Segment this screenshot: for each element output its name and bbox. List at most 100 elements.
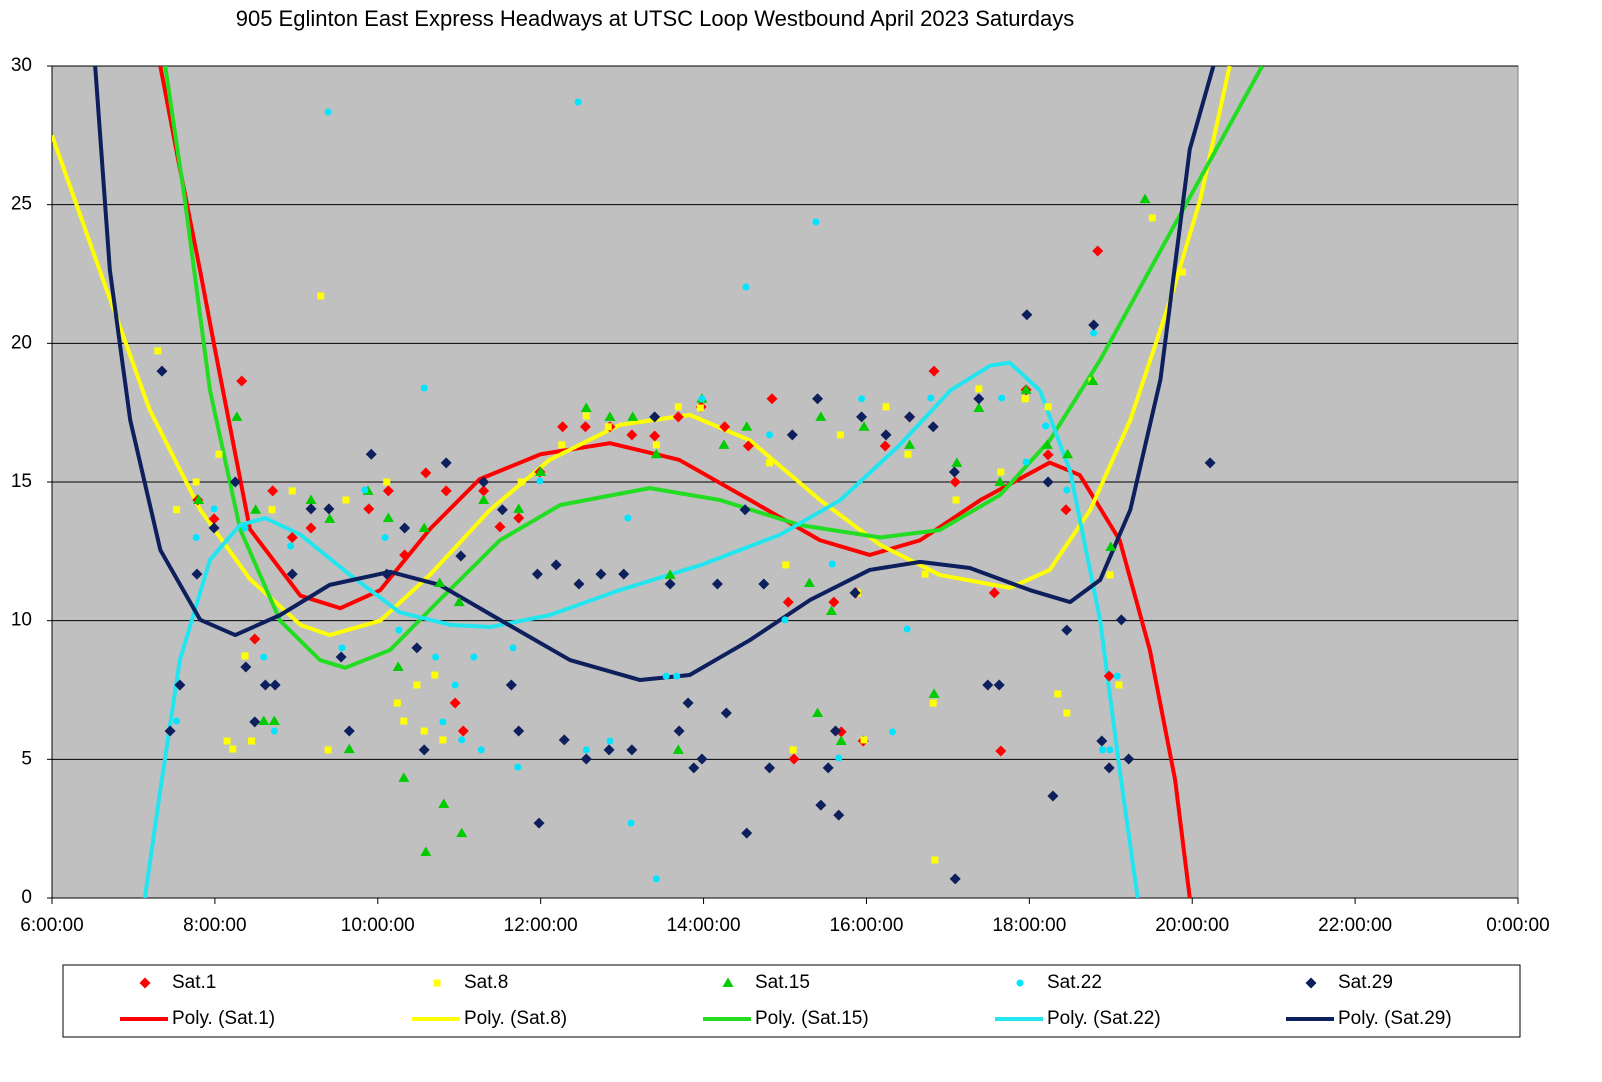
x-tick-label: 10:00:00 bbox=[341, 915, 415, 936]
point bbox=[420, 384, 428, 392]
point bbox=[420, 846, 432, 856]
point bbox=[192, 533, 200, 541]
point bbox=[688, 762, 700, 774]
point bbox=[1062, 448, 1074, 459]
point bbox=[882, 403, 890, 411]
point bbox=[672, 744, 684, 754]
point bbox=[825, 605, 837, 615]
point bbox=[420, 467, 432, 479]
y-tick-label: 10 bbox=[11, 610, 32, 631]
point bbox=[1060, 504, 1072, 516]
point bbox=[1088, 319, 1100, 331]
point bbox=[413, 681, 421, 689]
point bbox=[192, 478, 200, 486]
legend-label: Sat.29 bbox=[1338, 972, 1393, 993]
legend-label: Poly. (Sat.29) bbox=[1338, 1008, 1452, 1029]
legend-label: Poly. (Sat.8) bbox=[464, 1008, 567, 1029]
point bbox=[579, 421, 591, 433]
point bbox=[260, 653, 268, 661]
point bbox=[904, 439, 916, 449]
point bbox=[822, 762, 834, 774]
point bbox=[741, 827, 753, 839]
point bbox=[399, 549, 411, 561]
point bbox=[514, 763, 522, 771]
point bbox=[236, 375, 248, 387]
point bbox=[741, 421, 753, 431]
point bbox=[458, 736, 466, 744]
point bbox=[1115, 681, 1123, 689]
point bbox=[418, 522, 430, 533]
point bbox=[270, 727, 278, 735]
point bbox=[652, 441, 660, 449]
point bbox=[829, 725, 841, 737]
point bbox=[766, 393, 778, 405]
point bbox=[241, 652, 249, 660]
point bbox=[904, 450, 912, 458]
point bbox=[395, 626, 403, 634]
point bbox=[557, 421, 569, 433]
point bbox=[208, 513, 220, 525]
point bbox=[674, 403, 682, 411]
point bbox=[305, 494, 317, 505]
point bbox=[927, 421, 939, 433]
x-tick-label: 22:00:00 bbox=[1318, 915, 1392, 936]
point bbox=[1063, 486, 1071, 494]
point bbox=[742, 283, 750, 291]
point bbox=[766, 459, 774, 467]
point bbox=[440, 485, 452, 497]
y-tick-label: 0 bbox=[21, 887, 32, 908]
legend-label: Sat.1 bbox=[172, 972, 216, 993]
point bbox=[604, 423, 612, 431]
point bbox=[1063, 709, 1071, 717]
point bbox=[535, 466, 547, 477]
point bbox=[928, 365, 940, 377]
point bbox=[383, 478, 391, 486]
point bbox=[860, 736, 868, 744]
point bbox=[698, 395, 706, 403]
point bbox=[267, 485, 279, 497]
point bbox=[880, 429, 892, 441]
point bbox=[951, 457, 963, 467]
point bbox=[606, 737, 614, 745]
legend-marker bbox=[433, 979, 441, 987]
point bbox=[392, 661, 404, 671]
point bbox=[718, 439, 730, 449]
trendline bbox=[158, 66, 1192, 898]
point bbox=[903, 625, 911, 633]
x-tick-label: 18:00:00 bbox=[992, 915, 1066, 936]
point bbox=[517, 478, 525, 486]
x-tick-label: 14:00:00 bbox=[667, 915, 741, 936]
point bbox=[240, 661, 252, 673]
point bbox=[603, 744, 615, 756]
point bbox=[1090, 329, 1098, 337]
point bbox=[268, 506, 276, 514]
point bbox=[858, 421, 870, 431]
point bbox=[478, 476, 490, 488]
point bbox=[662, 672, 670, 680]
legend-label: Poly. (Sat.22) bbox=[1047, 1008, 1161, 1029]
point bbox=[250, 504, 262, 514]
legend-label: Sat.8 bbox=[464, 972, 508, 993]
point bbox=[477, 746, 485, 754]
y-tick-label: 20 bbox=[11, 332, 32, 353]
point bbox=[973, 393, 985, 405]
point bbox=[338, 644, 346, 652]
point bbox=[513, 503, 525, 513]
point bbox=[259, 679, 271, 691]
point bbox=[696, 753, 708, 765]
point bbox=[324, 513, 336, 523]
point bbox=[164, 725, 176, 737]
point bbox=[432, 653, 440, 661]
point bbox=[812, 218, 820, 226]
point bbox=[269, 679, 281, 691]
point bbox=[324, 746, 332, 754]
point bbox=[833, 809, 845, 821]
point bbox=[478, 494, 490, 505]
point bbox=[904, 411, 916, 423]
point bbox=[317, 292, 325, 300]
point bbox=[1042, 449, 1054, 461]
point bbox=[335, 651, 347, 663]
legend-box bbox=[62, 964, 1521, 1038]
point bbox=[574, 98, 582, 106]
point bbox=[1106, 571, 1114, 579]
